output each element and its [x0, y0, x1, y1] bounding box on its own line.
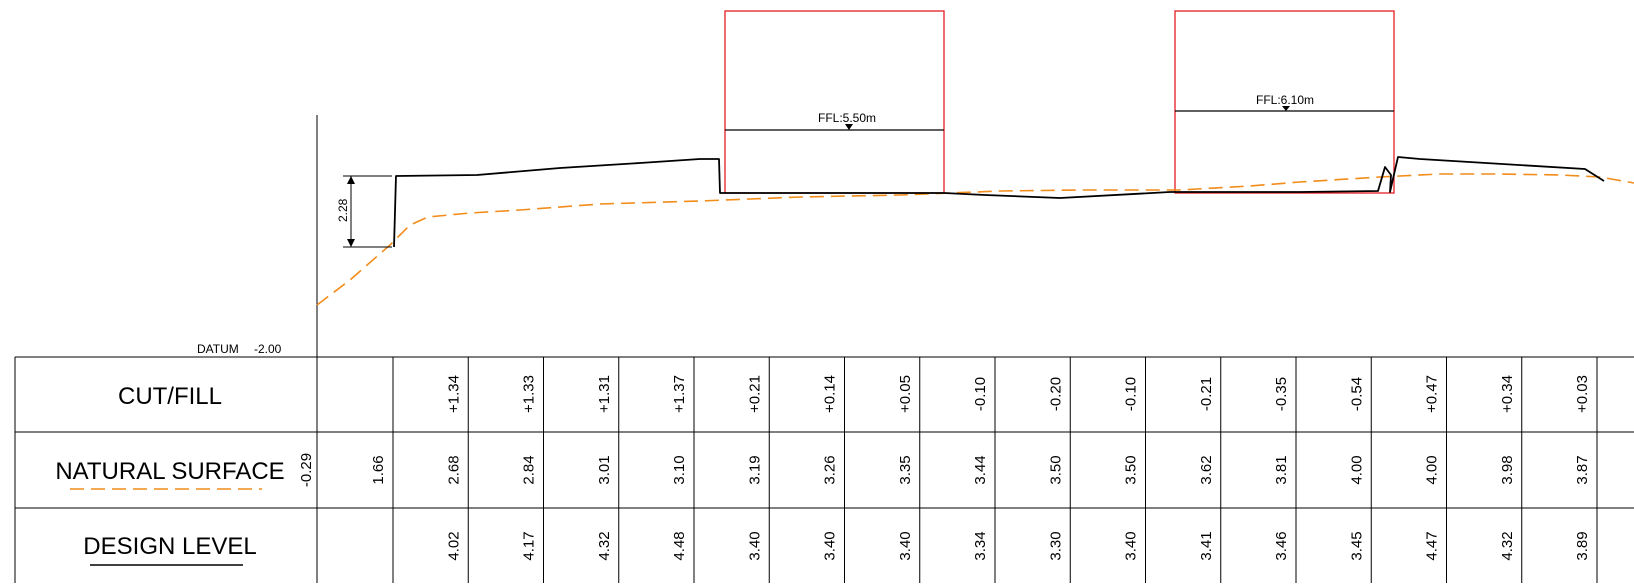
design-level-value: 3.40 — [746, 531, 763, 560]
datum-value: -2.00 — [254, 342, 282, 356]
design-level-value: 3.34 — [972, 531, 989, 560]
cut-fill-value: -0.54 — [1348, 377, 1365, 411]
cut-fill-value: -0.10 — [1123, 377, 1140, 411]
dimension-value: 2.28 — [336, 198, 350, 222]
natural-surface-value: 3.44 — [972, 455, 989, 484]
design-level-value: 3.40 — [897, 531, 914, 560]
natural-surface-value: 3.62 — [1198, 455, 1215, 484]
natural-surface-value: -0.29 — [298, 453, 315, 487]
cut-fill-value: +0.14 — [822, 375, 839, 413]
natural-surface-value: 3.26 — [822, 455, 839, 484]
natural-surface-line — [316, 173, 1634, 306]
design-level-value: 3.30 — [1047, 531, 1064, 560]
arrow-up-icon — [347, 176, 355, 184]
cut-fill-value: -0.21 — [1198, 377, 1215, 411]
design-level-value: 3.45 — [1348, 531, 1365, 560]
natural-surface-value: 3.01 — [596, 455, 613, 484]
arrow-down-icon — [347, 239, 355, 247]
cut-fill-value: +0.21 — [746, 375, 763, 413]
natural-surface-value: 4.00 — [1424, 455, 1441, 484]
building-outline — [1174, 10, 1395, 194]
design-level-value: 4.32 — [1499, 531, 1516, 560]
natural-surface-value: 2.68 — [445, 455, 462, 484]
table-column-lines — [316, 357, 1598, 583]
row-label-natural-surface: NATURAL SURFACE — [55, 458, 284, 485]
design-level-value: 4.48 — [671, 531, 688, 560]
design-level-value: 4.02 — [445, 531, 462, 560]
cut-fill-value: -0.10 — [972, 377, 989, 411]
design-level-value: 4.32 — [596, 531, 613, 560]
cut-fill-value: +0.34 — [1499, 375, 1516, 413]
natural-surface-values: -0.29 1.66 2.68 2.84 3.01 3.10 3.19 3.26 3.35 3.4… — [298, 453, 1591, 487]
cut-fill-value: +0.03 — [1574, 375, 1591, 413]
natural-surface-value: 3.81 — [1273, 455, 1290, 484]
design-level-value: 3.40 — [1123, 531, 1140, 560]
natural-surface-value: 3.35 — [897, 455, 914, 484]
datum-label: DATUM — [197, 342, 239, 356]
natural-surface-value: 2.84 — [521, 455, 538, 484]
natural-surface-value: 3.50 — [1047, 455, 1064, 484]
building-outline — [724, 10, 945, 194]
design-level-value: 3.89 — [1574, 531, 1591, 560]
level-marker-icon — [1282, 106, 1290, 111]
cut-fill-value: -0.20 — [1047, 377, 1064, 411]
ffl-label: FFL:6.10m — [1256, 93, 1314, 107]
natural-surface-value: 3.87 — [1574, 455, 1591, 484]
natural-surface-value: 3.98 — [1499, 455, 1516, 484]
level-marker-icon — [845, 124, 853, 130]
cut-fill-value: -0.35 — [1273, 377, 1290, 411]
natural-surface-value: 1.66 — [370, 455, 387, 484]
cut-fill-value: +0.05 — [897, 375, 914, 413]
design-level-value: 3.46 — [1273, 531, 1290, 560]
row-label-design-level: DESIGN LEVEL — [83, 533, 256, 560]
natural-surface-value: 3.10 — [671, 455, 688, 484]
natural-surface-value: 3.50 — [1123, 455, 1140, 484]
cut-fill-value: +1.37 — [671, 375, 688, 413]
design-level-value: 4.17 — [521, 531, 538, 560]
design-level-values: 4.02 4.17 4.32 4.48 3.40 3.40 3.40 3.34 3.30 3.40… — [445, 531, 1591, 560]
design-level-value: 4.47 — [1424, 531, 1441, 560]
cut-fill-values: +1.34 +1.33 +1.31 +1.37 +0.21 +0.14 +0.05 -0.10… — [445, 375, 1591, 413]
design-level-value: 3.41 — [1198, 531, 1215, 560]
natural-surface-value: 3.19 — [746, 455, 763, 484]
natural-surface-value: 4.00 — [1348, 455, 1365, 484]
cut-fill-value: +1.34 — [445, 375, 462, 413]
design-level-line — [393, 156, 1605, 248]
cut-fill-value: +1.31 — [596, 375, 613, 413]
ffl-label: FFL:5.50m — [818, 111, 876, 125]
cut-fill-value: +0.47 — [1424, 375, 1441, 413]
cut-fill-value: +1.33 — [521, 375, 538, 413]
design-level-value: 3.40 — [822, 531, 839, 560]
row-label-cut-fill: CUT/FILL — [118, 383, 222, 410]
